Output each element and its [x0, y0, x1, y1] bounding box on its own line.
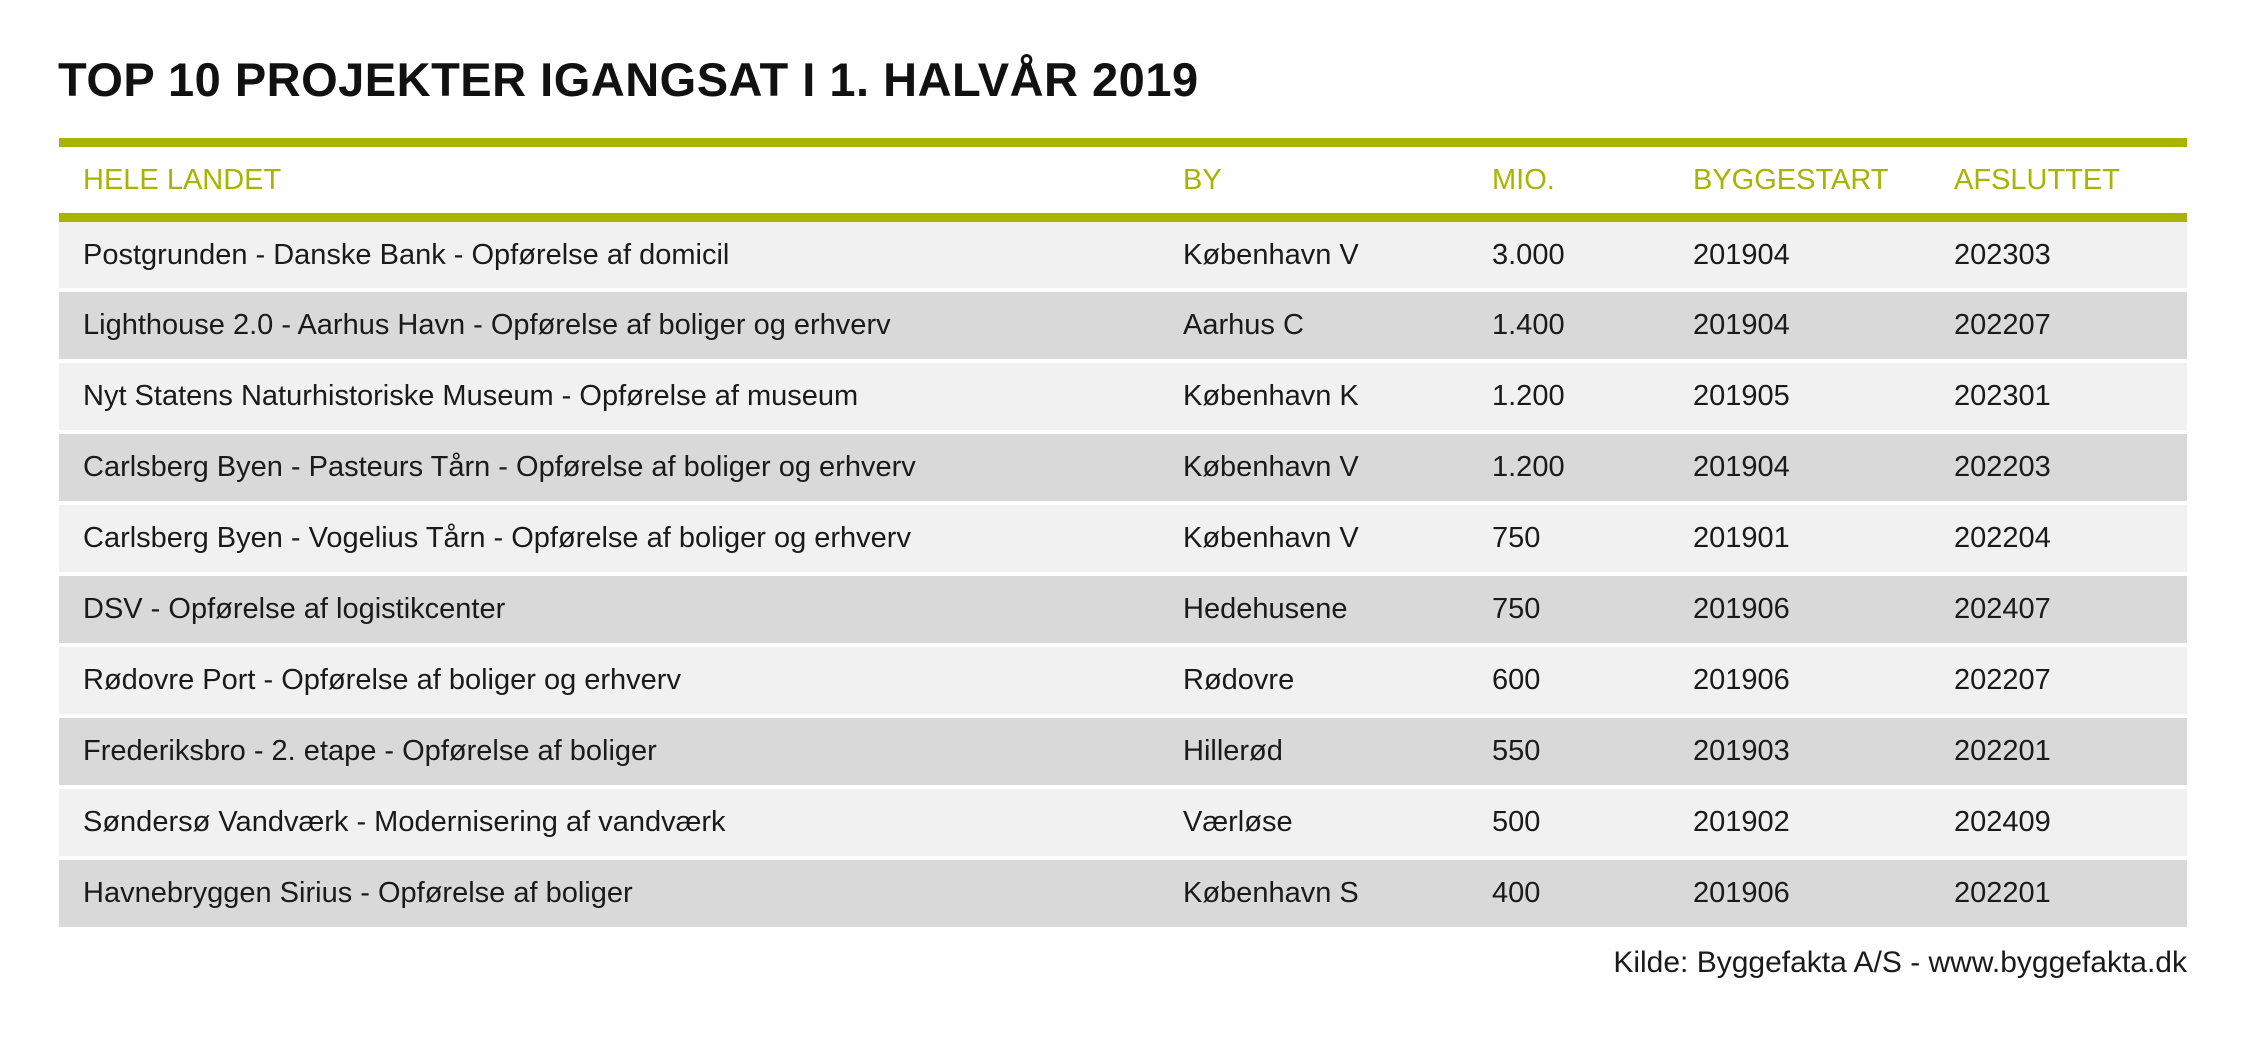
- project-cell: Havnebryggen Sirius - Opførelse af bolig…: [83, 877, 633, 909]
- start-cell: 201904: [1693, 238, 1790, 271]
- source-credit: Kilde: Byggefakta A/S - www.byggefakta.d…: [1613, 946, 2187, 979]
- project-cell: DSV - Opførelse af logistikcenter: [83, 593, 506, 625]
- city-cell: Aarhus C: [1183, 309, 1304, 341]
- city-cell: Værløse: [1183, 806, 1293, 838]
- city-cell: Hillerød: [1183, 735, 1283, 767]
- end-cell: 202204: [1954, 522, 2051, 554]
- start-cell: 201906: [1693, 877, 1790, 909]
- city-cell: København V: [1183, 238, 1359, 271]
- end-cell: 202203: [1954, 451, 2051, 483]
- table-row: DSV - Opførelse af logistikcenter Hedehu…: [59, 576, 2187, 643]
- table-header: HELE LANDET BY MIO. BYGGESTART AFSLUTTET: [59, 147, 2187, 213]
- table-row: Carlsberg Byen - Pasteurs Tårn - Opførel…: [59, 434, 2187, 501]
- table-row: Rødovre Port - Opførelse af boliger og e…: [59, 647, 2187, 714]
- column-header-million: MIO.: [1492, 163, 1555, 196]
- start-cell: 201904: [1693, 451, 1790, 483]
- column-header-start: BYGGESTART: [1693, 163, 1889, 196]
- amount-cell: 1.400: [1492, 309, 1565, 341]
- table-row: Nyt Statens Naturhistoriske Museum - Opf…: [59, 363, 2187, 430]
- start-cell: 201904: [1693, 309, 1790, 341]
- project-cell: Rødovre Port - Opførelse af boliger og e…: [83, 664, 681, 696]
- project-cell: Nyt Statens Naturhistoriske Museum - Opf…: [83, 380, 859, 412]
- end-cell: 202407: [1954, 593, 2051, 625]
- projects-table: HELE LANDET BY MIO. BYGGESTART AFSLUTTET…: [59, 138, 2187, 927]
- city-cell: København V: [1183, 451, 1359, 483]
- table-row: Postgrunden - Danske Bank - Opførelse af…: [59, 222, 2187, 288]
- amount-cell: 1.200: [1492, 380, 1565, 412]
- column-header-city: BY: [1183, 163, 1222, 196]
- end-cell: 202301: [1954, 380, 2051, 412]
- start-cell: 201903: [1693, 735, 1790, 767]
- project-cell: Carlsberg Byen - Pasteurs Tårn - Opførel…: [83, 451, 916, 483]
- table-row: Lighthouse 2.0 - Aarhus Havn - Opførelse…: [59, 292, 2187, 359]
- start-cell: 201902: [1693, 806, 1790, 838]
- city-cell: Rødovre: [1183, 664, 1295, 696]
- page-title: TOP 10 PROJEKTER IGANGSAT I 1. HALVÅR 20…: [58, 53, 1199, 106]
- end-cell: 202201: [1954, 877, 2051, 909]
- column-header-end: AFSLUTTET: [1954, 163, 2120, 196]
- header-bottom-rule: [59, 213, 2187, 222]
- end-cell: 202409: [1954, 806, 2051, 838]
- project-cell: Frederiksbro - 2. etape - Opførelse af b…: [83, 735, 657, 767]
- amount-cell: 400: [1492, 877, 1541, 909]
- city-cell: Hedehusene: [1183, 593, 1348, 625]
- column-header-project: HELE LANDET: [83, 163, 282, 196]
- header-top-rule: [59, 138, 2187, 147]
- end-cell: 202207: [1954, 309, 2051, 341]
- city-cell: København K: [1183, 380, 1359, 412]
- amount-cell: 3.000: [1492, 238, 1565, 271]
- start-cell: 201906: [1693, 593, 1790, 625]
- amount-cell: 1.200: [1492, 451, 1565, 483]
- amount-cell: 550: [1492, 735, 1541, 767]
- amount-cell: 750: [1492, 593, 1541, 625]
- city-cell: København V: [1183, 522, 1359, 554]
- table-row: Carlsberg Byen - Vogelius Tårn - Opførel…: [59, 505, 2187, 572]
- end-cell: 202201: [1954, 735, 2051, 767]
- project-cell: Lighthouse 2.0 - Aarhus Havn - Opførelse…: [83, 309, 891, 341]
- amount-cell: 750: [1492, 522, 1541, 554]
- amount-cell: 500: [1492, 806, 1541, 838]
- start-cell: 201905: [1693, 380, 1790, 412]
- end-cell: 202303: [1954, 238, 2051, 271]
- city-cell: København S: [1183, 877, 1359, 909]
- project-cell: Søndersø Vandværk - Modernisering af van…: [83, 806, 726, 838]
- end-cell: 202207: [1954, 664, 2051, 696]
- amount-cell: 600: [1492, 664, 1541, 696]
- table-row: Frederiksbro - 2. etape - Opførelse af b…: [59, 718, 2187, 785]
- start-cell: 201901: [1693, 522, 1790, 554]
- project-cell: Postgrunden - Danske Bank - Opførelse af…: [83, 238, 730, 271]
- project-cell: Carlsberg Byen - Vogelius Tårn - Opførel…: [83, 522, 911, 554]
- start-cell: 201906: [1693, 664, 1790, 696]
- table-row: Havnebryggen Sirius - Opførelse af bolig…: [59, 860, 2187, 927]
- table-row: Søndersø Vandværk - Modernisering af van…: [59, 789, 2187, 856]
